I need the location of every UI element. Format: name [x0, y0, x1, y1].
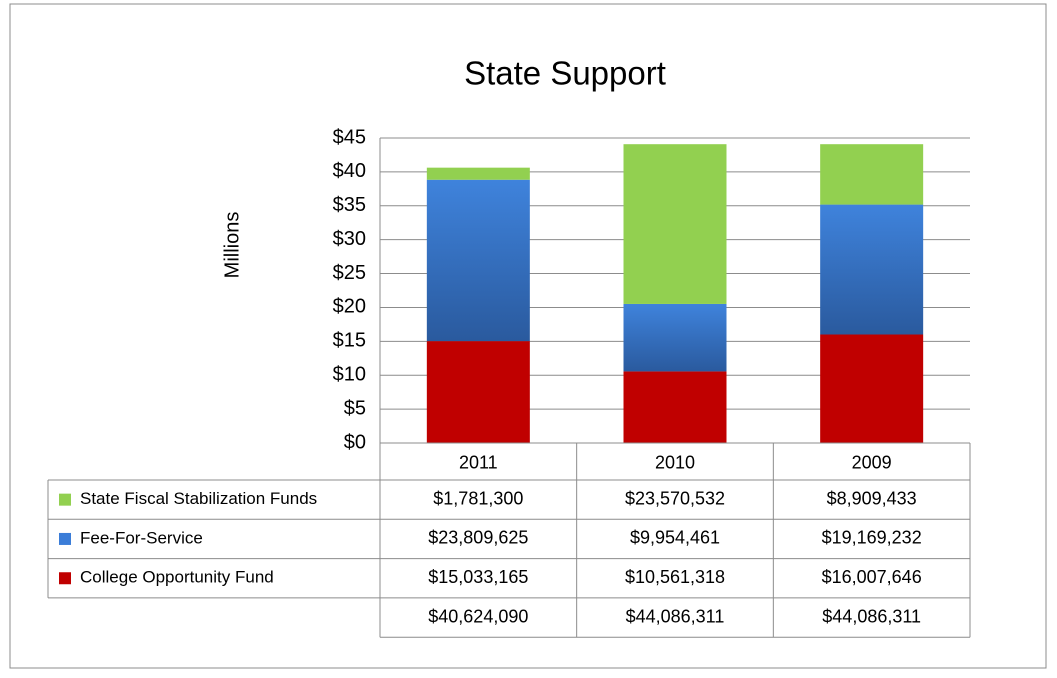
table-value: $10,561,318	[625, 567, 725, 587]
y-tick-label: $40	[333, 160, 366, 182]
x-tick-label: 2010	[655, 452, 695, 472]
total-value: $44,086,311	[822, 606, 921, 626]
table-value: $1,781,300	[433, 488, 523, 508]
table-value: $19,169,232	[822, 528, 922, 548]
bar-segment	[623, 303, 727, 372]
total-value: $44,086,311	[626, 606, 725, 626]
bar-segment	[820, 204, 924, 335]
legend-swatch	[59, 532, 71, 545]
legend-label: College Opportunity Fund	[80, 568, 274, 587]
bar-segment	[426, 167, 530, 180]
y-tick-label: $20	[333, 296, 366, 318]
table-value: $8,909,433	[827, 488, 917, 508]
bar-segment	[820, 334, 924, 443]
chart-title: State Support	[464, 55, 666, 92]
table-value: $16,007,646	[822, 567, 922, 587]
y-tick-label: $5	[344, 397, 366, 419]
bar-segment	[623, 371, 727, 443]
legend-swatch	[59, 572, 71, 585]
y-tick-label: $30	[333, 228, 366, 250]
table-value: $23,809,625	[428, 528, 528, 548]
table-value: $9,954,461	[630, 528, 720, 548]
y-axis-label: Millions	[221, 212, 243, 279]
y-tick-label: $45	[333, 126, 366, 148]
bar-segment	[820, 144, 924, 205]
y-tick-label: $10	[333, 364, 366, 386]
y-tick-label: $15	[333, 330, 366, 352]
y-tick-label: $35	[333, 194, 366, 216]
bar-segment	[623, 144, 727, 304]
table-value: $15,033,165	[428, 567, 528, 587]
table-value: $23,570,532	[625, 488, 725, 508]
y-tick-label: $25	[333, 262, 366, 284]
bar-segment	[426, 179, 530, 342]
bar-segment	[426, 341, 530, 443]
x-tick-label: 2009	[852, 452, 892, 472]
total-value: $40,624,090	[428, 606, 528, 626]
legend-label: Fee-For-Service	[80, 528, 203, 547]
legend-label: State Fiscal Stabilization Funds	[80, 489, 317, 508]
x-tick-label: 2011	[459, 452, 498, 472]
y-tick-label: $0	[344, 431, 366, 453]
legend-swatch	[59, 493, 71, 506]
